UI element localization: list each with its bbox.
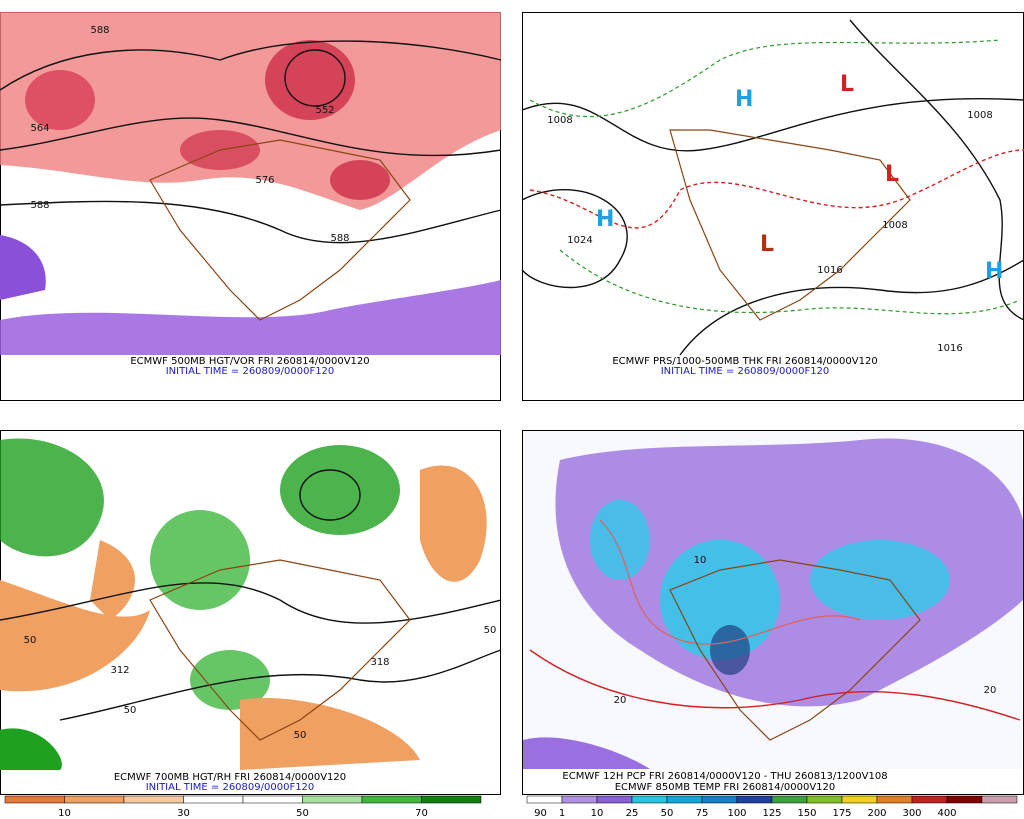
colorbar-label: 50 xyxy=(661,808,674,819)
contour-label: 588 xyxy=(30,200,49,211)
high-symbol: H xyxy=(735,87,753,112)
colorbar-segment xyxy=(64,795,125,804)
colorbar-segment xyxy=(736,795,773,804)
colorbar-segment xyxy=(561,795,598,804)
caption: INITIAL TIME = 260809/0000F120 xyxy=(146,782,315,793)
caption: ECMWF 500MB HGT/VOR FRI 260814/0000V120 xyxy=(130,356,369,367)
colorbar-label: 30 xyxy=(177,808,190,819)
contour-label: 1016 xyxy=(817,265,842,276)
colorbar-segment xyxy=(4,795,65,804)
colorbar-segment xyxy=(596,795,633,804)
contour-label: 1008 xyxy=(547,115,572,126)
contour-label: 588 xyxy=(90,25,109,36)
caption: ECMWF 850MB TEMP FRI 260814/0000V120 xyxy=(615,782,836,793)
colorbar-label: 10 xyxy=(591,808,604,819)
colorbar-label: 300 xyxy=(902,808,921,819)
caption: INITIAL TIME = 260809/0000F120 xyxy=(166,366,335,377)
map-500mb xyxy=(0,12,502,355)
colorbar-label: 175 xyxy=(832,808,851,819)
contour-label: 50 xyxy=(294,730,307,741)
colorbar-label: 75 xyxy=(696,808,709,819)
contour-label: 10 xyxy=(694,555,707,566)
colorbar-segment xyxy=(771,795,808,804)
contour-label: 1016 xyxy=(937,343,962,354)
colorbar-segment xyxy=(302,795,363,804)
colorbar-segment xyxy=(701,795,738,804)
low-symbol: L xyxy=(885,162,899,187)
contour-label: 20 xyxy=(984,685,997,696)
panel-frame xyxy=(522,12,1024,401)
colorbar-segment xyxy=(242,795,303,804)
colorbar-segment xyxy=(946,795,983,804)
contour-label: 1024 xyxy=(567,235,592,246)
contour-label: 20 xyxy=(614,695,627,706)
colorbar-label: 100 xyxy=(727,808,746,819)
contour-label: 50 xyxy=(484,625,497,636)
colorbar-segment xyxy=(123,795,184,804)
colorbar-segment xyxy=(876,795,913,804)
colorbar-segment xyxy=(981,795,1018,804)
caption: ECMWF 12H PCP FRI 260814/0000V120 - THU … xyxy=(562,771,887,782)
colorbar-segment xyxy=(841,795,878,804)
colorbar-segment xyxy=(421,795,482,804)
contour-label: 50 xyxy=(124,705,137,716)
colorbar-segment xyxy=(361,795,422,804)
colorbar-segment xyxy=(183,795,244,804)
colorbar-label: 150 xyxy=(797,808,816,819)
contour-label: 318 xyxy=(370,657,389,668)
caption: ECMWF PRS/1000-500MB THK FRI 260814/0000… xyxy=(612,356,877,367)
low-symbol: L xyxy=(760,232,774,257)
contour-label: 312 xyxy=(110,665,129,676)
contour-label: 1008 xyxy=(967,110,992,121)
colorbar-label: 10 xyxy=(58,808,71,819)
low-symbol: L xyxy=(840,72,854,97)
contour-label: 1008 xyxy=(882,220,907,231)
colorbar-segment xyxy=(911,795,948,804)
map-precip xyxy=(523,431,1023,769)
colorbar-label: 1 xyxy=(559,808,565,819)
colorbar-segment xyxy=(526,795,563,804)
colorbar-label: 125 xyxy=(762,808,781,819)
map-700mb xyxy=(0,438,502,770)
map-mslp: H H H L L L xyxy=(521,19,1024,356)
contour-label: 564 xyxy=(30,123,49,134)
colorbar-segment xyxy=(666,795,703,804)
colorbar-label: 70 xyxy=(415,808,428,819)
colorbar-label: 25 xyxy=(626,808,639,819)
colorbar-label: 90 xyxy=(534,808,547,819)
caption: INITIAL TIME = 260809/0000F120 xyxy=(661,366,830,377)
colorbar-segment xyxy=(631,795,668,804)
contour-label: 50 xyxy=(24,635,37,646)
colorbar-segment xyxy=(806,795,843,804)
contour-label: 552 xyxy=(315,105,334,116)
contour-label: 576 xyxy=(255,175,274,186)
contour-label: 588 xyxy=(330,233,349,244)
high-symbol: H xyxy=(985,259,1003,284)
colorbar-label: 400 xyxy=(937,808,956,819)
colorbar-label: 50 xyxy=(296,808,309,819)
caption: ECMWF 700MB HGT/RH FRI 260814/0000V120 xyxy=(114,772,346,783)
high-symbol: H xyxy=(596,207,614,232)
colorbar-label: 200 xyxy=(867,808,886,819)
